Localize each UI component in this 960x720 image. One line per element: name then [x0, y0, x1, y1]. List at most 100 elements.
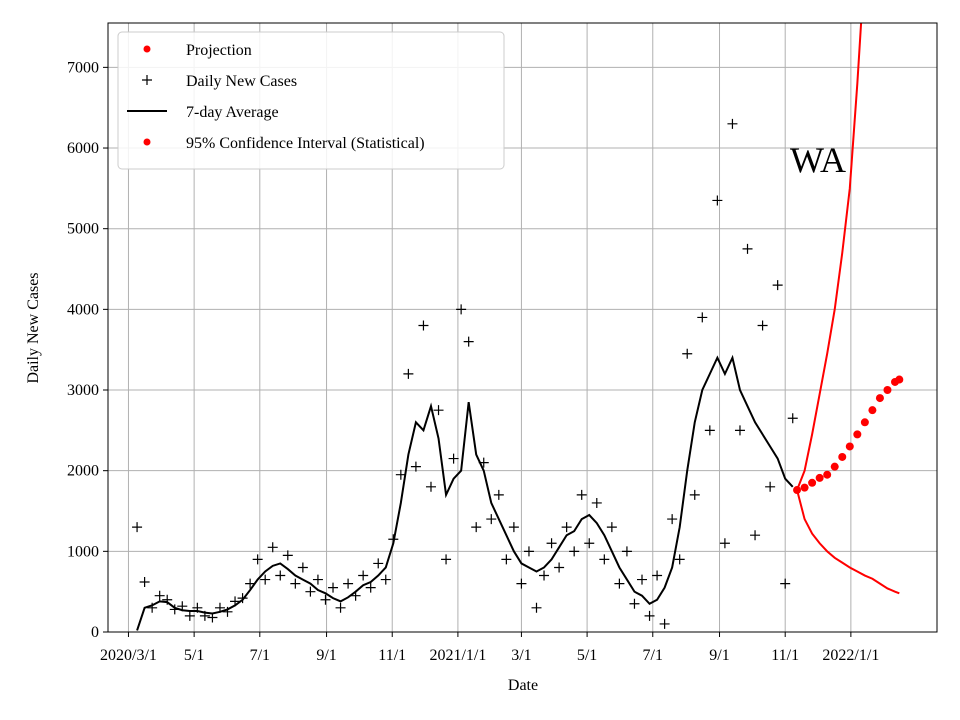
case-marker: [584, 538, 595, 549]
case-marker: [742, 243, 753, 254]
legend-label: 95% Confidence Interval (Statistical): [186, 135, 425, 152]
case-marker: [757, 320, 768, 331]
projection-point: [830, 462, 839, 471]
y-tick-label: 7000: [67, 59, 99, 76]
case-marker: [780, 578, 791, 589]
case-marker: [599, 554, 610, 565]
legend-marker: [142, 75, 152, 85]
case-marker: [365, 582, 376, 593]
y-tick-label: 1000: [67, 543, 99, 560]
case-marker: [539, 570, 550, 581]
case-marker: [637, 574, 648, 585]
y-axis-label: Daily New Cases: [25, 272, 42, 383]
projection-point: [895, 375, 904, 384]
case-marker: [373, 558, 384, 569]
case-marker: [667, 514, 678, 525]
case-marker: [252, 554, 263, 565]
projection-point: [815, 473, 824, 482]
legend-marker: [143, 45, 151, 53]
case-marker: [320, 594, 331, 605]
axes-frame: [107, 22, 938, 633]
case-marker: [719, 538, 730, 549]
case-marker: [546, 538, 557, 549]
projection-point: [868, 406, 877, 415]
x-tick-label: 7/1: [643, 647, 663, 664]
case-marker: [554, 562, 565, 573]
case-marker: [614, 578, 625, 589]
case-marker: [659, 618, 670, 629]
case-marker: [139, 576, 150, 587]
case-marker: [471, 522, 482, 533]
case-marker: [305, 586, 316, 597]
case-marker: [312, 574, 323, 585]
case-marker: [734, 425, 745, 436]
x-tick-label: 2022/1/1: [822, 647, 879, 664]
projection-point: [845, 442, 854, 451]
projection-point: [808, 478, 817, 487]
case-marker: [765, 481, 776, 492]
case-marker: [652, 570, 663, 581]
case-marker: [523, 546, 534, 557]
case-marker: [132, 522, 143, 533]
x-tick-label: 11/1: [771, 647, 799, 664]
x-tick-label: 5/1: [184, 647, 204, 664]
axes: 0 1000 2000 3000 4000 5000 6000 7000 2020/3/1 5/1…: [67, 59, 879, 664]
case-marker: [260, 574, 271, 585]
case-marker: [531, 602, 542, 613]
case-marker: [395, 469, 406, 480]
case-marker: [689, 489, 700, 500]
case-marker: [697, 312, 708, 323]
case-marker: [516, 578, 527, 589]
case-marker: [561, 522, 572, 533]
legend-marker: [143, 138, 151, 146]
case-marker: [245, 578, 256, 589]
legend-label: 7-day Average: [186, 104, 279, 121]
x-tick-label: 2020/3/1: [100, 647, 157, 664]
case-marker: [576, 489, 587, 500]
projection-point: [860, 418, 869, 427]
case-marker: [358, 570, 369, 581]
case-marker: [591, 497, 602, 508]
ci-upper-line: [796, 23, 863, 491]
legend-label: Daily New Cases: [186, 73, 297, 90]
case-marker: [403, 368, 414, 379]
legend-box: [117, 31, 505, 170]
projection-point: [800, 483, 809, 492]
ci-lower-line: [796, 489, 900, 595]
case-marker: [335, 602, 346, 613]
y-tick-label: 6000: [67, 140, 99, 157]
case-marker: [486, 514, 497, 525]
case-marker: [606, 522, 617, 533]
case-marker: [433, 405, 444, 416]
projection-point: [838, 452, 847, 461]
case-marker: [184, 610, 195, 621]
case-marker: [328, 582, 339, 593]
x-tick-label: 3/1: [511, 647, 531, 664]
projection-point: [883, 386, 892, 395]
case-marker: [282, 550, 293, 561]
case-marker: [425, 481, 436, 492]
x-tick-label: 9/1: [709, 647, 729, 664]
x-tick-label: 11/1: [378, 647, 406, 664]
x-tick-label: 9/1: [316, 647, 336, 664]
case-marker: [441, 554, 452, 565]
case-marker: [682, 348, 693, 359]
annotation: WA: [790, 140, 846, 180]
case-marker: [154, 590, 165, 601]
case-marker: [508, 522, 519, 533]
y-tick-label: 5000: [67, 221, 99, 238]
case-marker: [569, 546, 580, 557]
case-marker: [727, 118, 738, 129]
x-tick-label: 2021/1/1: [429, 647, 486, 664]
y-tick-label: 3000: [67, 382, 99, 399]
case-marker: [704, 425, 715, 436]
case-marker: [456, 304, 467, 315]
case-marker: [674, 554, 685, 565]
case-marker: [750, 530, 761, 541]
case-marker: [448, 453, 459, 464]
case-marker: [343, 578, 354, 589]
legend: Projection Daily New Cases 7-day Average 95…: [117, 31, 505, 170]
x-tick-label: 5/1: [577, 647, 597, 664]
legend-label: Projection: [186, 42, 252, 59]
